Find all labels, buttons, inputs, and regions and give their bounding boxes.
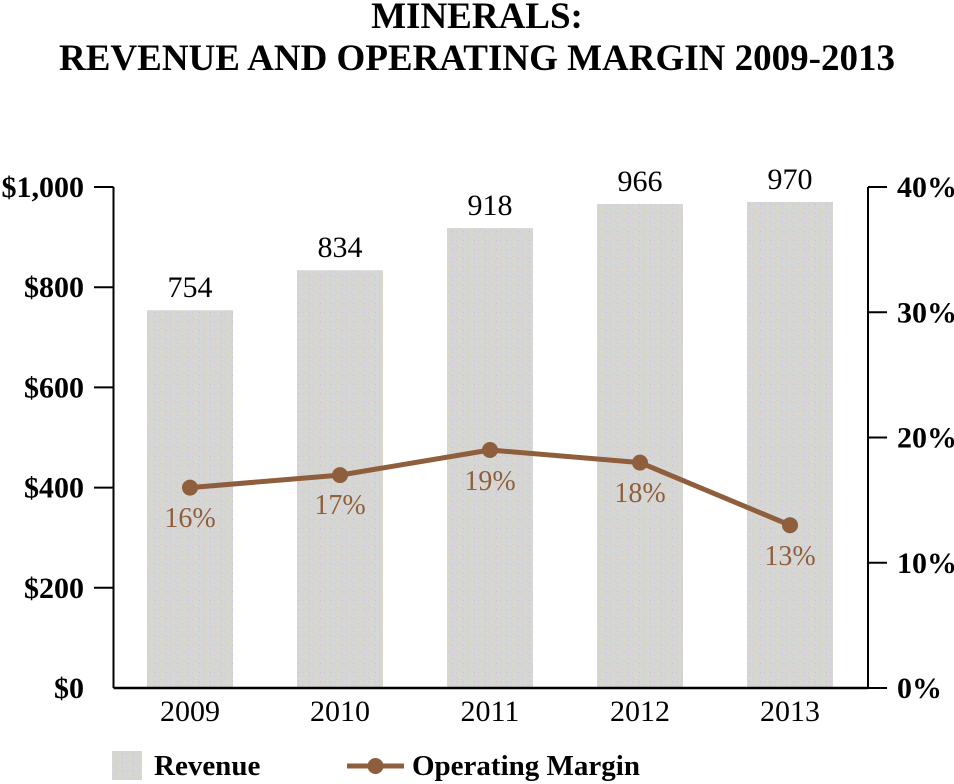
svg-text:2013: 2013 [760,695,820,728]
svg-text:$0: $0 [54,672,84,705]
svg-text:18%: 18% [614,478,665,509]
svg-text:$1,000: $1,000 [2,171,85,204]
svg-text:13%: 13% [764,541,815,572]
svg-text:970: 970 [768,163,813,196]
svg-text:834: 834 [318,231,363,264]
svg-text:19%: 19% [464,466,515,497]
svg-text:$400: $400 [24,472,84,505]
svg-text:Operating Margin: Operating Margin [412,750,640,782]
svg-text:40%: 40% [897,171,954,204]
svg-text:20%: 20% [897,422,954,455]
svg-text:0%: 0% [897,672,942,705]
svg-text:16%: 16% [164,503,215,534]
svg-text:966: 966 [618,165,663,198]
svg-text:$600: $600 [24,371,84,404]
svg-text:10%: 10% [897,547,954,580]
svg-text:$800: $800 [24,271,84,304]
svg-text:754: 754 [168,271,213,304]
svg-text:918: 918 [468,189,513,222]
svg-text:2010: 2010 [310,695,370,728]
svg-text:30%: 30% [897,296,954,329]
svg-text:2009: 2009 [160,695,220,728]
svg-text:2011: 2011 [461,695,520,728]
svg-text:2012: 2012 [610,695,670,728]
svg-text:Revenue: Revenue [154,750,260,782]
svg-text:$200: $200 [24,572,84,605]
svg-text:17%: 17% [314,490,365,521]
